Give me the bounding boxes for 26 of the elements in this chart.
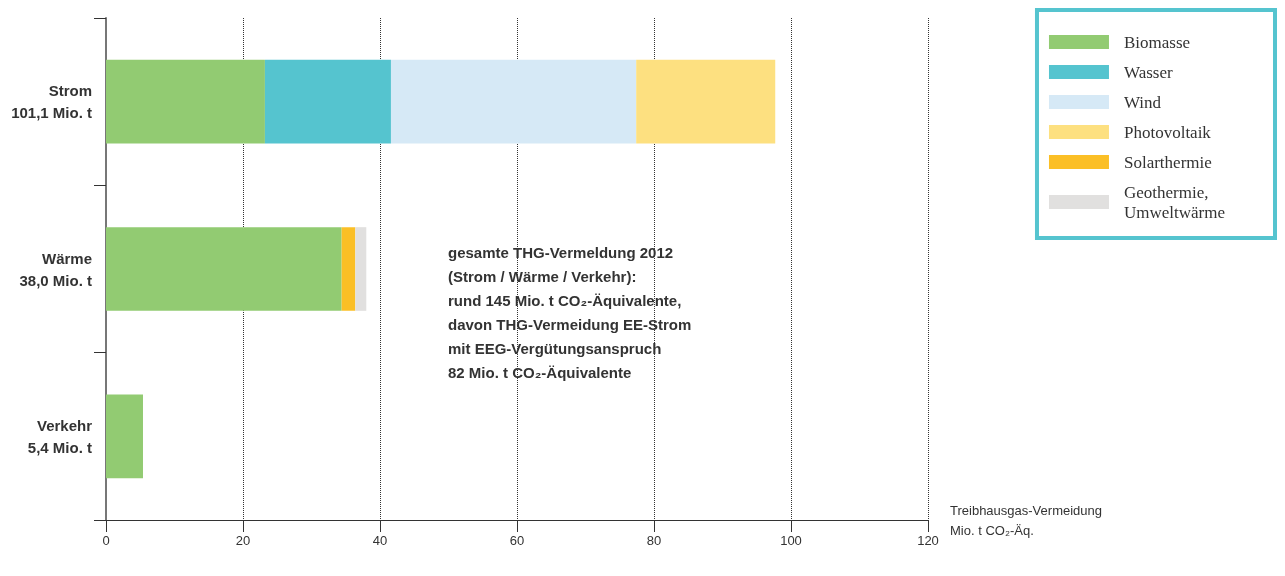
legend-label: Geothermie, Umweltwärme [1123, 182, 1226, 222]
bar [106, 394, 143, 479]
legend-label: Photovoltaik [1123, 122, 1212, 142]
bar [341, 227, 356, 311]
legend-label: Solarthermie [1123, 152, 1212, 172]
annotation: gesamte THG-Vermeldung 2012 (Strom / Wärme / Verkehr): rund 145 Mio. t CO₂-Äquivalente, davon THG-Vermeidung EE-Strom mit EEG-Vergütungsanspruch 82 Mio. t CO₂-Äquivalente [448, 243, 692, 381]
bar [390, 59, 637, 144]
y-tick-label: Strom 101,1 Mio. t [11, 82, 92, 122]
x-tick-label: 100 [780, 533, 802, 548]
bar [106, 227, 342, 311]
legend-label: Wasser [1123, 62, 1173, 82]
y-tick-label: Wärme 38,0 Mio. t [19, 249, 92, 289]
x-tick-label: 20 [235, 533, 251, 548]
bar [636, 59, 776, 144]
x-tick-label: 60 [509, 533, 525, 548]
x-tick-label: 40 [372, 533, 388, 548]
x-tick-label: 0 [102, 533, 110, 548]
x-tick-label: 80 [646, 533, 662, 548]
x-axis-title: Treibhausgas-Vermeidung Mio. t CO₂-Äq. [950, 502, 1102, 538]
legend-label: Biomasse [1123, 32, 1191, 52]
bar [355, 227, 367, 311]
bar [106, 59, 265, 144]
bar [264, 59, 391, 144]
y-tick-label: Verkehr 5,4 Mio. t [27, 416, 93, 456]
x-tick-label: 120 [917, 533, 939, 548]
legend-label: Wind [1123, 92, 1162, 112]
